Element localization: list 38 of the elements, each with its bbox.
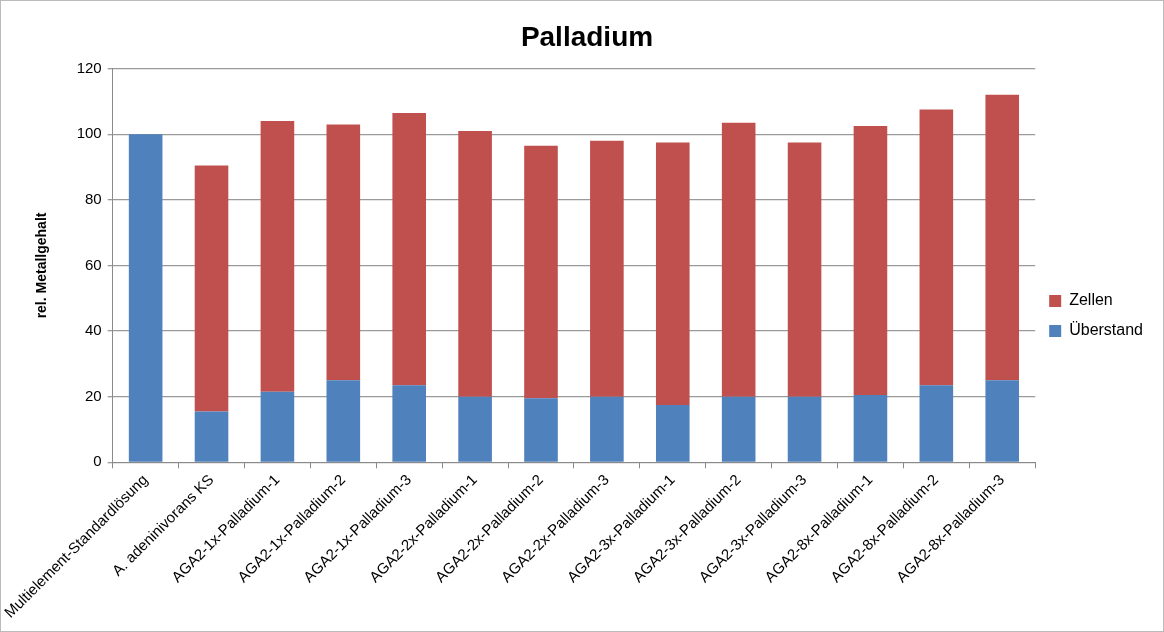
- bar: [458, 396, 492, 462]
- bar: [985, 94, 1020, 381]
- chart-title: Palladium: [520, 20, 654, 52]
- bar: [392, 385, 427, 462]
- bar: [590, 140, 624, 397]
- y-tick-label: 120: [76, 58, 102, 76]
- y-tick-label: 0: [93, 452, 102, 470]
- bar: [787, 142, 822, 397]
- y-tick-label: 80: [85, 189, 102, 207]
- bar: [787, 396, 822, 462]
- y-tick-label: 40: [85, 321, 102, 339]
- y-tick-label: 20: [85, 386, 102, 404]
- bar: [260, 121, 295, 392]
- bar: [194, 411, 229, 462]
- bar: [128, 134, 163, 462]
- bar: [326, 124, 361, 381]
- bar: [194, 165, 229, 412]
- bar: [590, 396, 624, 462]
- bar: [326, 380, 361, 462]
- bar: [392, 112, 427, 386]
- bar: [853, 126, 888, 396]
- bar: [853, 395, 888, 462]
- bar: [919, 109, 954, 386]
- legend-label: Überstand: [1069, 321, 1144, 339]
- bar: [260, 391, 295, 462]
- y-axis-title: rel. Metallgehalt: [33, 212, 50, 319]
- y-tick-label: 100: [76, 124, 102, 142]
- bar: [655, 404, 690, 462]
- bar: [524, 145, 558, 399]
- bar: [721, 396, 756, 462]
- y-tick-label: 60: [85, 255, 102, 273]
- bar: [919, 385, 954, 462]
- bar: [524, 398, 558, 462]
- bar: [655, 142, 690, 405]
- bar: [985, 380, 1020, 462]
- legend-label: Zellen: [1069, 291, 1113, 309]
- bar: [721, 122, 756, 397]
- bar: [458, 130, 492, 397]
